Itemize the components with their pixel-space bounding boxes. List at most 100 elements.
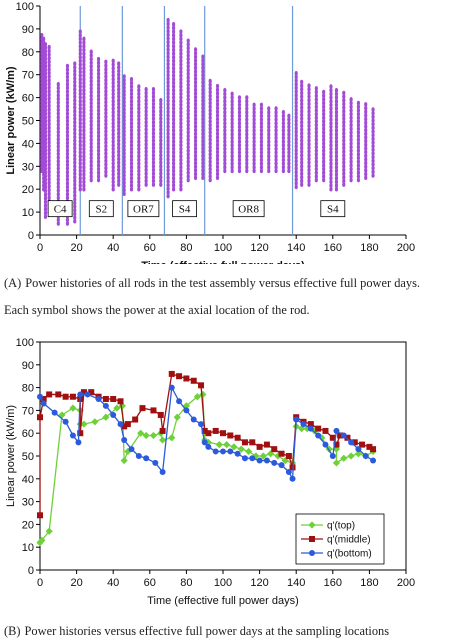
rod-power-marker <box>43 100 48 106</box>
rod-power-marker <box>166 25 170 30</box>
data-point-square <box>46 391 53 398</box>
rod-power-marker <box>201 142 205 148</box>
data-point-diamond <box>259 452 267 460</box>
rod-power-marker <box>89 122 93 128</box>
rod-power-marker <box>96 141 101 146</box>
rod-power-marker <box>129 117 134 122</box>
rod-power-marker <box>166 160 170 166</box>
rod-power-marker <box>314 108 318 113</box>
rod-power-marker <box>314 170 318 176</box>
rod-power-marker <box>56 93 60 98</box>
data-point-circle <box>37 393 43 400</box>
rod-power-marker <box>208 141 212 146</box>
rod-power-marker <box>259 164 264 170</box>
rod-power-marker <box>364 164 368 170</box>
rod-power-marker <box>117 87 121 92</box>
rod-power-marker <box>43 45 48 51</box>
data-point-circle <box>300 421 307 428</box>
rod-power-marker <box>322 159 326 165</box>
rod-power-marker <box>245 128 249 133</box>
rod-power-marker <box>104 66 108 72</box>
rod-power-marker <box>223 139 227 144</box>
rod-power-marker <box>82 153 86 159</box>
rod-power-marker <box>294 89 298 94</box>
rod-power-marker <box>144 145 148 151</box>
region-label-box <box>232 200 265 218</box>
rod-power-marker <box>82 120 86 126</box>
rod-power-marker <box>47 143 51 149</box>
rod-power-marker <box>96 155 101 161</box>
rod-power-marker <box>111 62 115 67</box>
rod-power-marker <box>117 98 121 103</box>
rod-power-marker <box>43 214 48 219</box>
rod-power-column <box>193 47 198 181</box>
rod-power-marker <box>89 166 93 172</box>
rod-power-marker <box>329 91 333 97</box>
rod-power-marker <box>294 125 298 131</box>
chart-a-rod-markers <box>40 17 375 226</box>
rod-power-marker <box>329 87 333 93</box>
rod-power-marker <box>129 102 134 108</box>
rod-power-column <box>267 106 271 174</box>
rod-power-marker <box>96 86 101 91</box>
sampling-locations-line-chart: 0 20 40 60 80 100 120 140 160 180 2000102030405060… <box>5 337 415 607</box>
data-point-circle <box>220 448 226 455</box>
rod-power-marker <box>230 98 234 104</box>
rod-power-marker <box>56 188 60 193</box>
rod-power-marker <box>245 113 249 119</box>
rod-power-marker <box>215 120 220 126</box>
rod-power-marker <box>171 40 176 45</box>
caption-b-label: (B) <box>4 624 21 638</box>
rod-power-marker <box>159 156 163 162</box>
rod-power-marker <box>287 117 291 122</box>
data-point-square <box>132 416 139 423</box>
rod-power-marker <box>171 80 176 86</box>
rod-power-marker <box>349 111 353 117</box>
rod-power-marker <box>137 186 141 192</box>
rod-power-marker <box>43 119 48 124</box>
rod-power-marker <box>171 131 176 137</box>
rod-power-marker <box>117 116 121 121</box>
rod-power-marker <box>111 128 115 133</box>
series-bottom <box>37 384 377 482</box>
rod-power-marker <box>166 58 170 63</box>
rod-power-marker <box>122 77 126 83</box>
rod-power-marker <box>122 129 126 134</box>
rod-power-marker <box>329 186 333 192</box>
rod-power-marker <box>334 120 339 126</box>
rod-power-marker <box>186 111 190 117</box>
rod-power-marker <box>334 153 339 159</box>
rod-power-marker <box>287 135 291 141</box>
rod-power-marker <box>179 102 183 108</box>
rod-power-marker <box>186 177 190 183</box>
rod-power-marker <box>47 92 51 98</box>
rod-power-marker <box>96 108 101 113</box>
data-point-diamond <box>245 447 253 456</box>
rod-power-marker <box>201 164 205 170</box>
data-point-square <box>80 389 87 396</box>
rod-power-marker <box>186 108 190 113</box>
rod-power-marker <box>171 139 176 144</box>
rod-power-marker <box>43 49 48 55</box>
rod-power-marker <box>314 93 318 99</box>
chart-b-x-tick-label: 100 <box>214 577 232 589</box>
rod-power-marker <box>117 127 121 132</box>
rod-power-marker <box>179 109 183 115</box>
rod-power-marker <box>371 151 375 156</box>
rod-power-marker <box>274 150 278 155</box>
rod-power-marker <box>104 147 108 153</box>
rod-power-marker <box>186 159 190 165</box>
rod-power-marker <box>65 122 70 127</box>
rod-power-marker <box>122 184 126 189</box>
region-label-text: S4 <box>327 204 339 216</box>
rod-power-marker <box>371 169 375 175</box>
rod-power-marker <box>111 157 115 163</box>
rod-power-marker <box>166 65 170 71</box>
rod-power-marker <box>252 109 256 115</box>
rod-power-marker <box>151 142 156 147</box>
rod-power-marker <box>96 144 101 150</box>
rod-power-marker <box>300 153 304 158</box>
rod-power-column <box>186 38 190 183</box>
data-point-square <box>205 430 212 437</box>
rod-power-marker <box>104 92 108 98</box>
